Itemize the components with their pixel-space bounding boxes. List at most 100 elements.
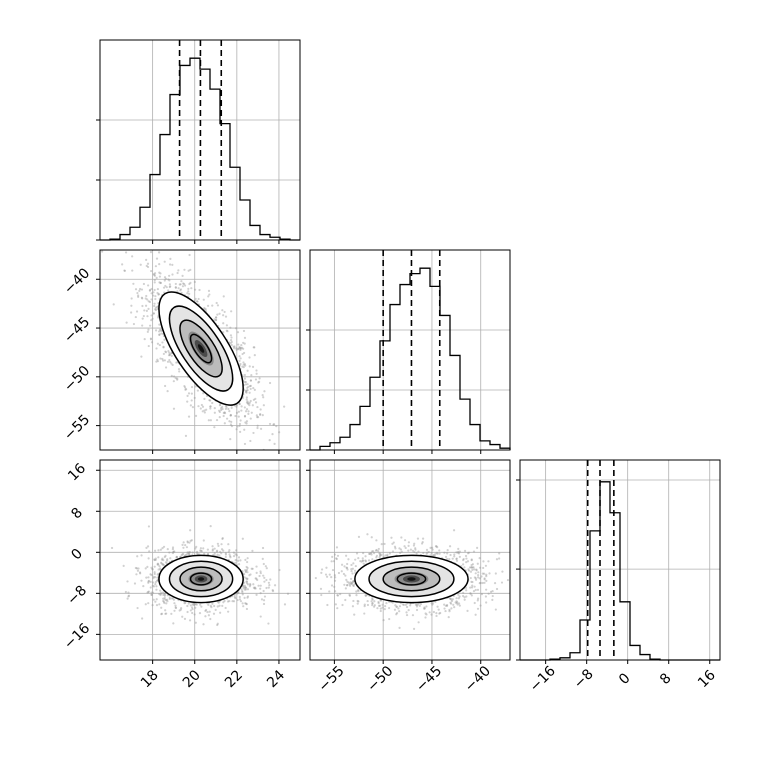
scatter-point: [355, 594, 358, 597]
scatter-point: [467, 568, 470, 571]
scatter-point: [174, 282, 177, 286]
scatter-point: [153, 272, 157, 275]
scatter-point: [348, 593, 351, 596]
scatter-point: [403, 545, 406, 548]
scatter-point: [361, 557, 364, 560]
scatter-point: [454, 601, 457, 604]
scatter-point: [213, 407, 216, 410]
scatter-point: [355, 552, 359, 555]
scatter-point: [150, 593, 153, 596]
scatter-point: [244, 586, 248, 589]
scatter-point: [469, 576, 472, 580]
scatter-point: [455, 602, 458, 605]
scatter-point: [379, 599, 382, 602]
scatter-point: [448, 558, 451, 561]
scatter-point: [187, 269, 190, 272]
scatter-point: [220, 408, 223, 412]
scatter-point: [400, 550, 403, 553]
scatter-point: [157, 556, 160, 559]
scatter-point: [159, 548, 162, 551]
scatter-point: [149, 337, 153, 340]
scatter-point: [466, 560, 470, 563]
scatter-point: [183, 617, 187, 620]
scatter-point: [393, 608, 397, 611]
scatter-point: [332, 560, 335, 563]
scatter-point: [351, 580, 355, 584]
scatter-point: [169, 257, 172, 260]
scatter-point: [223, 422, 226, 425]
scatter-point: [425, 605, 428, 608]
scatter-point: [451, 557, 454, 560]
scatter-point: [228, 410, 231, 413]
scatter-point: [207, 289, 211, 292]
scatter-point: [432, 610, 436, 614]
scatter-point: [188, 619, 192, 622]
scatter-point: [241, 589, 244, 593]
scatter-point: [143, 338, 146, 341]
scatter-point: [485, 579, 488, 582]
scatter-point: [465, 595, 468, 598]
scatter-point: [360, 560, 363, 563]
scatter-point: [158, 343, 161, 347]
scatter-point: [259, 587, 262, 590]
scatter-point: [207, 419, 210, 422]
scatter-point: [144, 567, 147, 570]
scatter-point: [166, 600, 169, 603]
scatter-point: [336, 594, 340, 597]
scatter-point: [241, 352, 244, 356]
scatter-point: [186, 552, 189, 555]
scatter-point: [446, 557, 449, 561]
scatter-point: [149, 324, 152, 327]
scatter-point: [244, 569, 248, 573]
scatter-point: [228, 599, 231, 603]
scatter-point: [448, 608, 451, 612]
scatter-point: [235, 428, 238, 431]
scatter-point: [371, 602, 374, 605]
scatter-point: [242, 351, 246, 355]
scatter-point: [450, 599, 454, 603]
scatter-point: [340, 563, 344, 566]
scatter-point: [399, 551, 402, 554]
scatter-point: [161, 563, 164, 566]
scatter-point: [407, 544, 410, 548]
scatter-point: [259, 408, 262, 411]
scatter-point: [384, 554, 387, 557]
scatter-point: [153, 571, 156, 574]
scatter-point: [146, 591, 149, 594]
scatter-point: [347, 581, 350, 584]
scatter-point: [262, 404, 265, 407]
scatter-point: [196, 300, 199, 303]
scatter-point: [249, 417, 252, 420]
scatter-point: [346, 568, 349, 571]
scatter-point: [135, 310, 139, 313]
scatter-point: [363, 605, 366, 608]
scatter-point: [456, 601, 459, 604]
scatter-point: [230, 406, 233, 409]
scatter-point: [258, 574, 261, 578]
scatter-point: [155, 585, 158, 588]
scatter-point: [409, 604, 412, 607]
contour-line: [189, 572, 213, 586]
scatter-point: [157, 251, 161, 254]
scatter-point: [180, 554, 183, 557]
scatter-point: [153, 572, 156, 576]
scatter-point: [430, 551, 433, 554]
scatter-point: [394, 547, 397, 550]
scatter-point: [267, 586, 270, 589]
contour-line: [179, 566, 223, 592]
scatter-point: [243, 586, 246, 589]
scatter-point: [426, 551, 429, 554]
scatter-point: [403, 539, 407, 542]
scatter-point: [431, 546, 434, 549]
scatter-point: [263, 390, 266, 393]
scatter-point: [470, 580, 473, 583]
scatter-point: [149, 586, 152, 589]
scatter-point: [166, 390, 169, 393]
scatter-point: [172, 550, 175, 553]
scatter-point: [243, 415, 247, 418]
scatter-point: [230, 338, 233, 342]
scatter-point: [335, 557, 338, 561]
scatter-point: [244, 586, 247, 589]
scatter-point: [262, 589, 265, 593]
scatter-point: [249, 583, 252, 587]
